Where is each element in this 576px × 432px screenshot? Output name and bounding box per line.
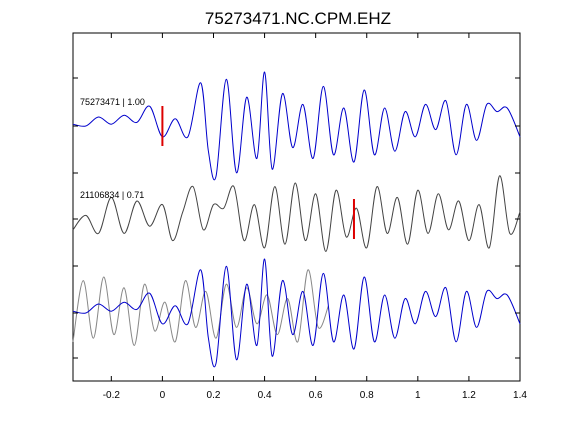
overlay-trace-1 <box>72 258 521 368</box>
overlay-trace-2 <box>72 269 329 346</box>
x-tick-label: 1.4 <box>513 390 527 401</box>
trace-label-1: 75273471 | 1.00 <box>80 97 145 107</box>
panel-labels: 75273471 | 1.00 21106834 | 0.71 <box>80 97 145 200</box>
x-tick-label: -0.2 <box>103 390 121 401</box>
x-tick-label: 1 <box>415 390 421 401</box>
x-tick-label: 0.4 <box>258 390 272 401</box>
x-tick-label: 0 <box>160 390 166 401</box>
axis-ticks: -0.2 0 0.2 0.4 0.6 0.8 1 1.2 1.4 <box>73 33 527 401</box>
trace-1 <box>72 71 521 181</box>
x-tick-label: 1.2 <box>462 390 476 401</box>
plot-frame <box>72 32 521 382</box>
chart-title: 75273471.NC.CPM.EHZ <box>205 9 391 28</box>
traces-layer <box>72 71 521 368</box>
x-tick-label: 0.6 <box>309 390 323 401</box>
x-tick-label: 0.2 <box>207 390 221 401</box>
trace-2 <box>72 175 521 252</box>
trace-label-2: 21106834 | 0.71 <box>80 190 144 200</box>
x-tick-label: 0.8 <box>360 390 374 401</box>
